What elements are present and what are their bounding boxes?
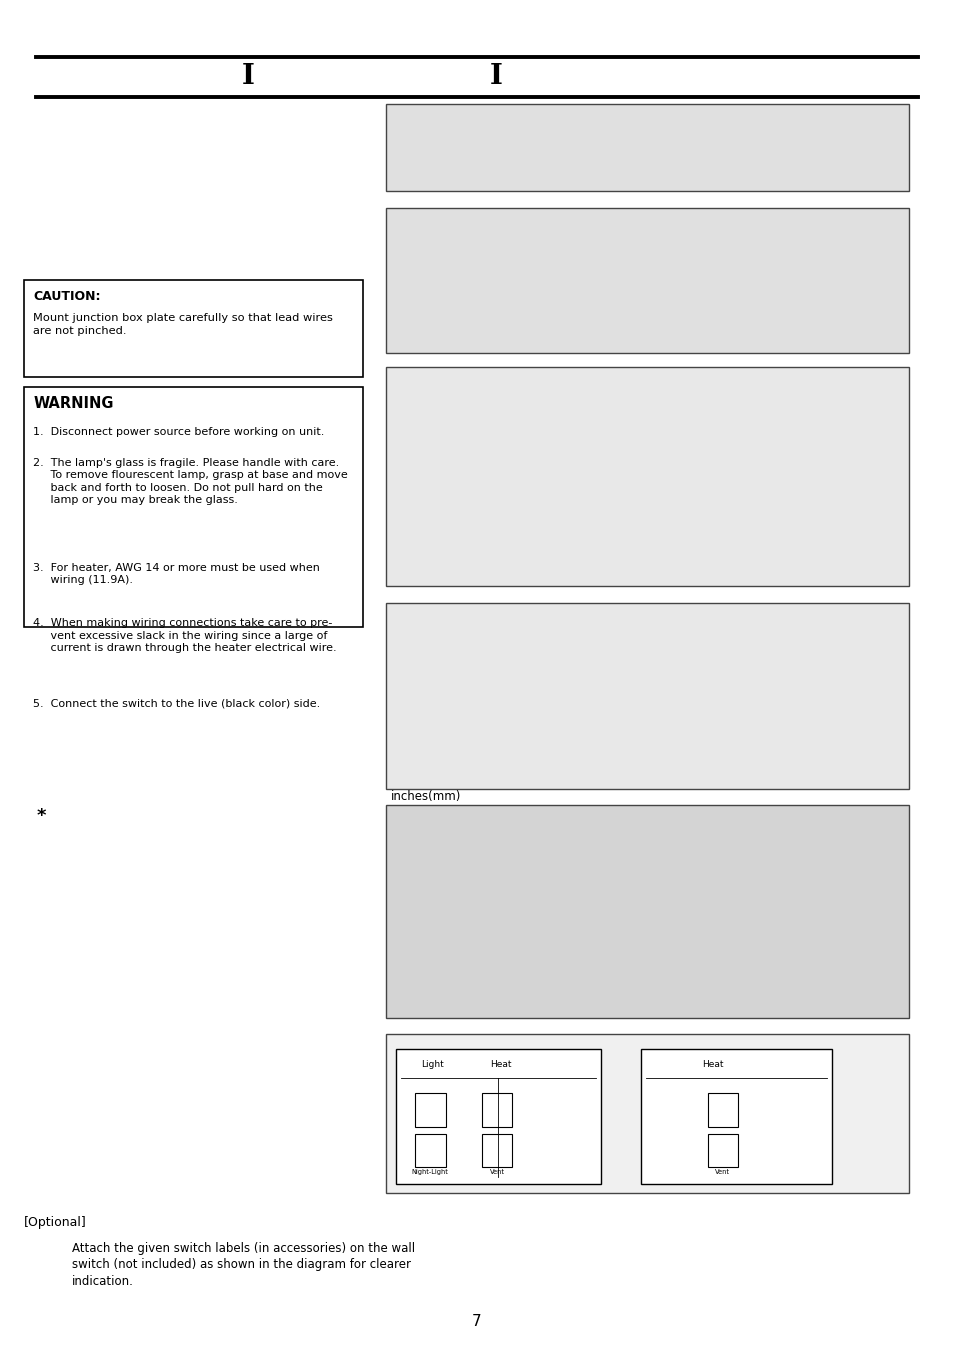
Text: Vent: Vent	[714, 1170, 729, 1175]
Bar	[24, 387, 362, 627]
Bar	[640, 1049, 831, 1184]
Bar	[707, 1093, 738, 1127]
Text: Vent: Vent	[489, 1170, 504, 1175]
Text: *: *	[36, 806, 46, 825]
Bar	[386, 104, 908, 191]
Text: Light: Light	[420, 1060, 443, 1069]
Bar	[386, 367, 908, 586]
Bar	[481, 1093, 512, 1127]
Text: [Optional]: [Optional]	[24, 1216, 87, 1229]
Text: Night-Light: Night-Light	[412, 1170, 448, 1175]
Text: I: I	[241, 63, 254, 90]
Bar	[386, 1034, 908, 1193]
Text: Mount junction box plate carefully so that lead wires
are not pinched.: Mount junction box plate carefully so th…	[33, 313, 333, 336]
Bar	[386, 805, 908, 1018]
Bar	[415, 1134, 445, 1167]
Bar	[386, 603, 908, 789]
Text: 5.  Connect the switch to the live (black color) side.: 5. Connect the switch to the live (black…	[33, 698, 320, 708]
Text: 1.  Disconnect power source before working on unit.: 1. Disconnect power source before workin…	[33, 427, 324, 437]
Bar	[386, 208, 908, 353]
Text: Attach the given switch labels (in accessories) on the wall
switch (not included: Attach the given switch labels (in acces…	[71, 1242, 415, 1289]
Text: 2.  The lamp's glass is fragile. Please handle with care.
     To remove floures: 2. The lamp's glass is fragile. Please h…	[33, 457, 348, 506]
Text: I: I	[489, 63, 502, 90]
Text: 3.  For heater, AWG 14 or more must be used when
     wiring (11.9A).: 3. For heater, AWG 14 or more must be us…	[33, 562, 320, 585]
Bar	[395, 1049, 600, 1184]
Text: WARNING: WARNING	[33, 396, 113, 411]
Text: Heat: Heat	[701, 1060, 722, 1069]
Text: CAUTION:: CAUTION:	[33, 290, 101, 303]
Bar	[415, 1093, 445, 1127]
Text: 7: 7	[472, 1313, 481, 1329]
Bar	[24, 280, 362, 377]
Text: 4.  When making wiring connections take care to pre-
     vent excessive slack i: 4. When making wiring connections take c…	[33, 617, 336, 654]
Bar	[707, 1134, 738, 1167]
Text: Heat: Heat	[490, 1060, 511, 1069]
Text: inches(mm): inches(mm)	[391, 790, 461, 803]
Bar	[481, 1134, 512, 1167]
